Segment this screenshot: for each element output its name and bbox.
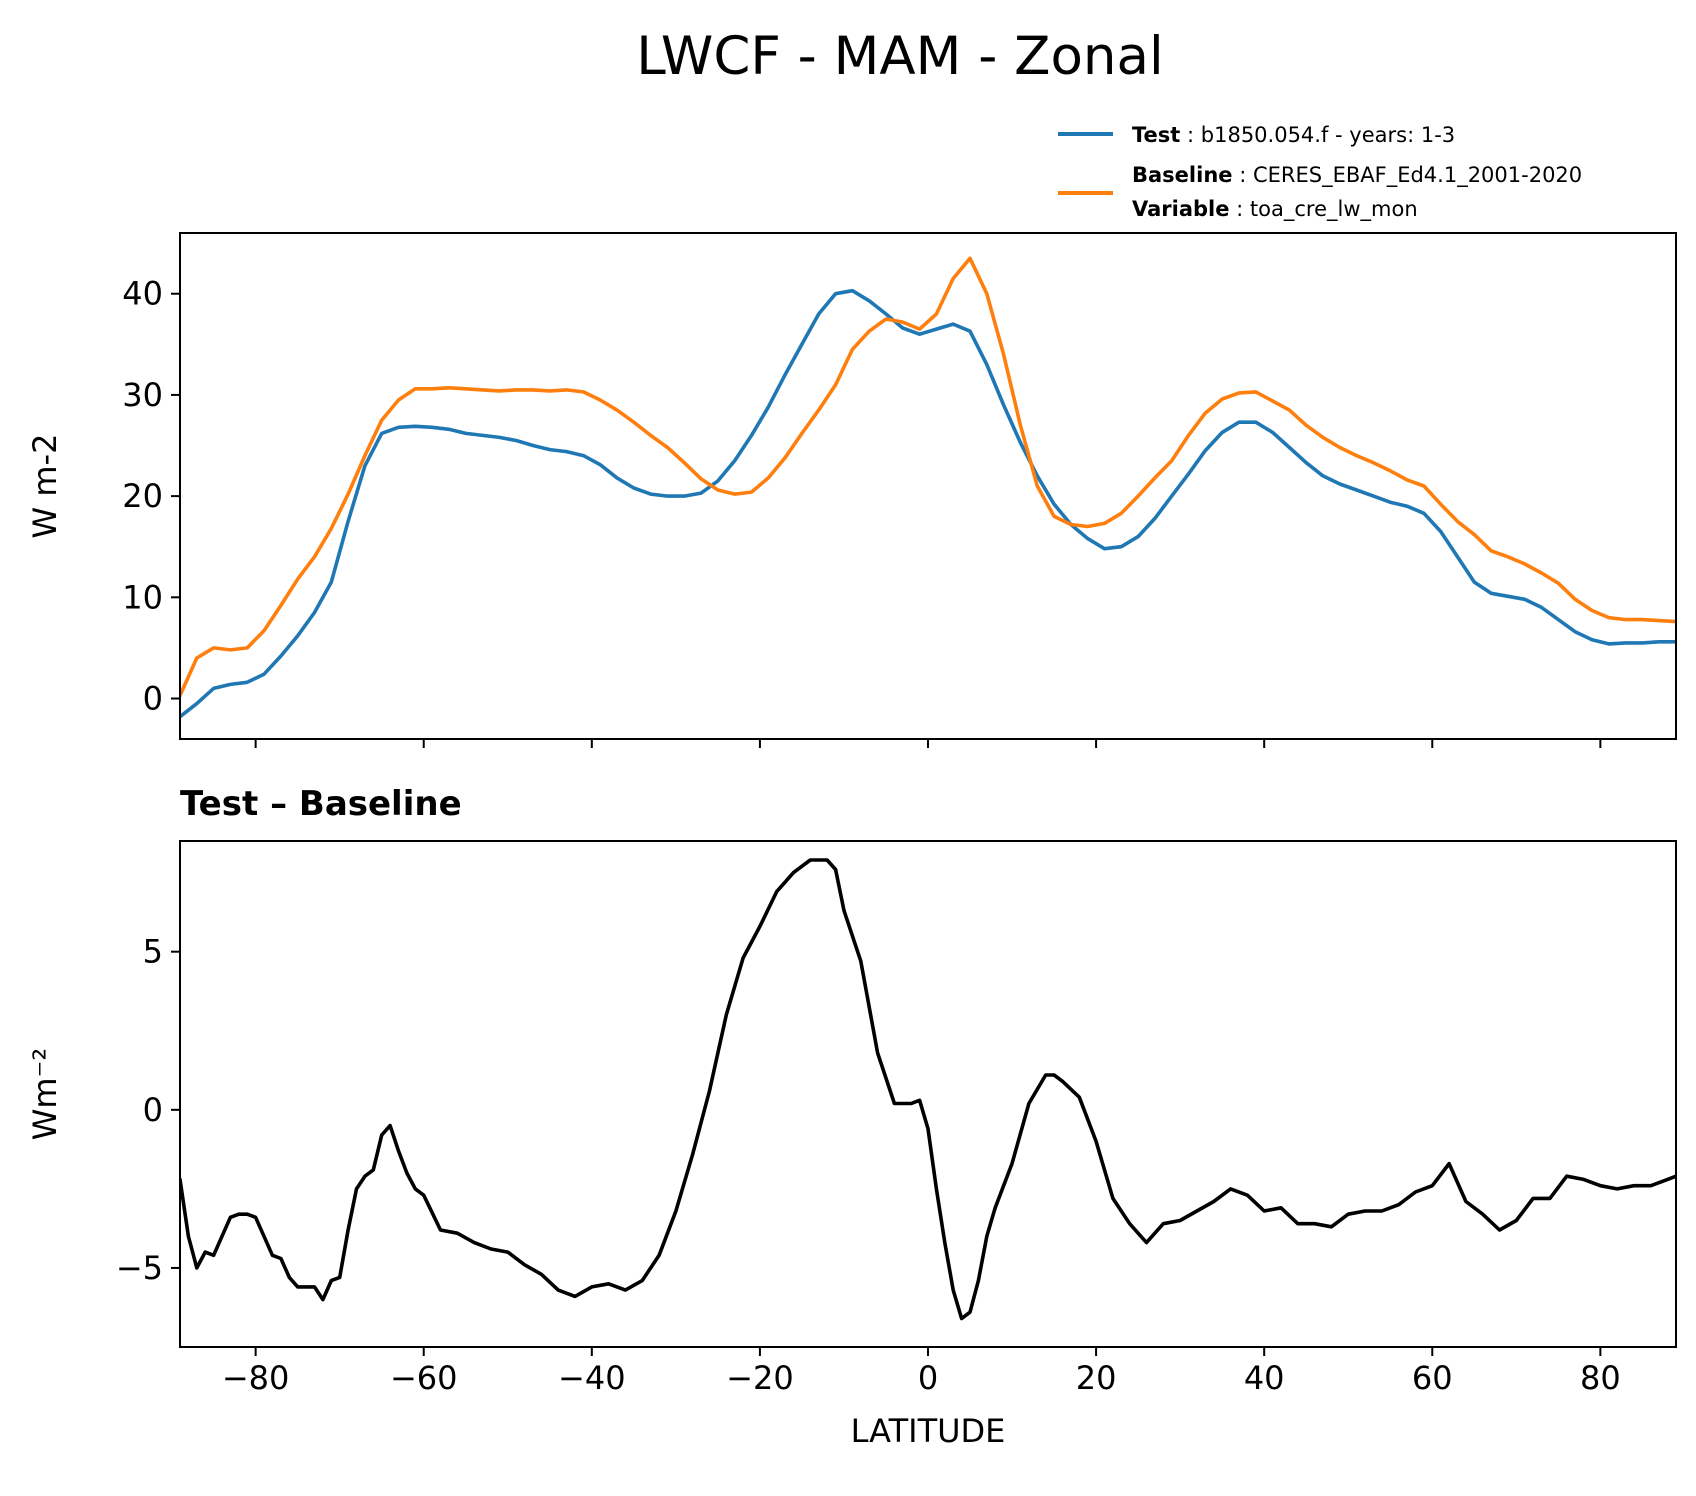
- x-tick-label: 0: [918, 1359, 938, 1397]
- y-tick-label: 5: [143, 933, 163, 971]
- y-tick-label: −5: [116, 1249, 163, 1287]
- x-tick-label: 60: [1412, 1359, 1453, 1397]
- top-panel: 0 10 20 30 40 W m-2: [26, 232, 1677, 748]
- difference-line: [180, 858, 1676, 1321]
- bottom-panel: −80 −60 −40 −20 0 20 40 60 80 −5 0 5 Wm⁻² LATITUDE Tes…: [26, 784, 1677, 1450]
- legend-variable-sep: :: [1229, 197, 1249, 221]
- legend-variable-label: Variable : toa_cre_lw_mon: [1132, 197, 1418, 222]
- legend-baseline-sep: :: [1233, 163, 1253, 187]
- x-tick-label: −20: [726, 1359, 794, 1397]
- legend-test-label: Test : b1850.054.f - years: 1-3: [1132, 123, 1455, 147]
- legend-test-sep: :: [1180, 123, 1200, 147]
- legend-baseline-label: Baseline : CERES_EBAF_Ed4.1_2001-2020: [1132, 163, 1582, 188]
- y-tick-label: 10: [122, 578, 163, 616]
- y-axis-label: W m-2: [26, 434, 64, 539]
- y-tick-label: 20: [122, 477, 163, 515]
- legend-test-value: b1850.054.f - years: 1-3: [1201, 123, 1455, 147]
- baseline-line: [180, 256, 1676, 698]
- legend-baseline-value: CERES_EBAF_Ed4.1_2001-2020: [1253, 163, 1582, 188]
- y-tick-label: 0: [143, 680, 163, 718]
- legend-baseline-key: Baseline: [1132, 163, 1233, 187]
- x-tick-label: −80: [222, 1359, 290, 1397]
- y-tick-label: 40: [122, 275, 163, 313]
- test-line: [180, 288, 1676, 719]
- x-tick-label: −60: [390, 1359, 458, 1397]
- panel-title: Test – Baseline: [180, 784, 462, 824]
- figure-title: LWCF - MAM - Zonal: [636, 26, 1163, 87]
- x-axis-label: LATITUDE: [851, 1412, 1006, 1450]
- legend: Test : b1850.054.f - years: 1-3 Baseline…: [1058, 123, 1582, 222]
- legend-variable-key: Variable: [1132, 197, 1229, 221]
- x-tick-label: −40: [558, 1359, 626, 1397]
- x-tick-label: 20: [1076, 1359, 1117, 1397]
- x-tick-label: 40: [1244, 1359, 1285, 1397]
- legend-variable-value: toa_cre_lw_mon: [1250, 197, 1418, 222]
- axes-frame: [179, 232, 1677, 740]
- legend-test-key: Test: [1132, 123, 1180, 147]
- x-tick-label: 80: [1580, 1359, 1621, 1397]
- y-axis-label: Wm⁻²: [26, 1048, 64, 1141]
- y-tick-label: 0: [143, 1091, 163, 1129]
- y-tick-label: 30: [122, 376, 163, 414]
- axes-frame: [179, 840, 1677, 1348]
